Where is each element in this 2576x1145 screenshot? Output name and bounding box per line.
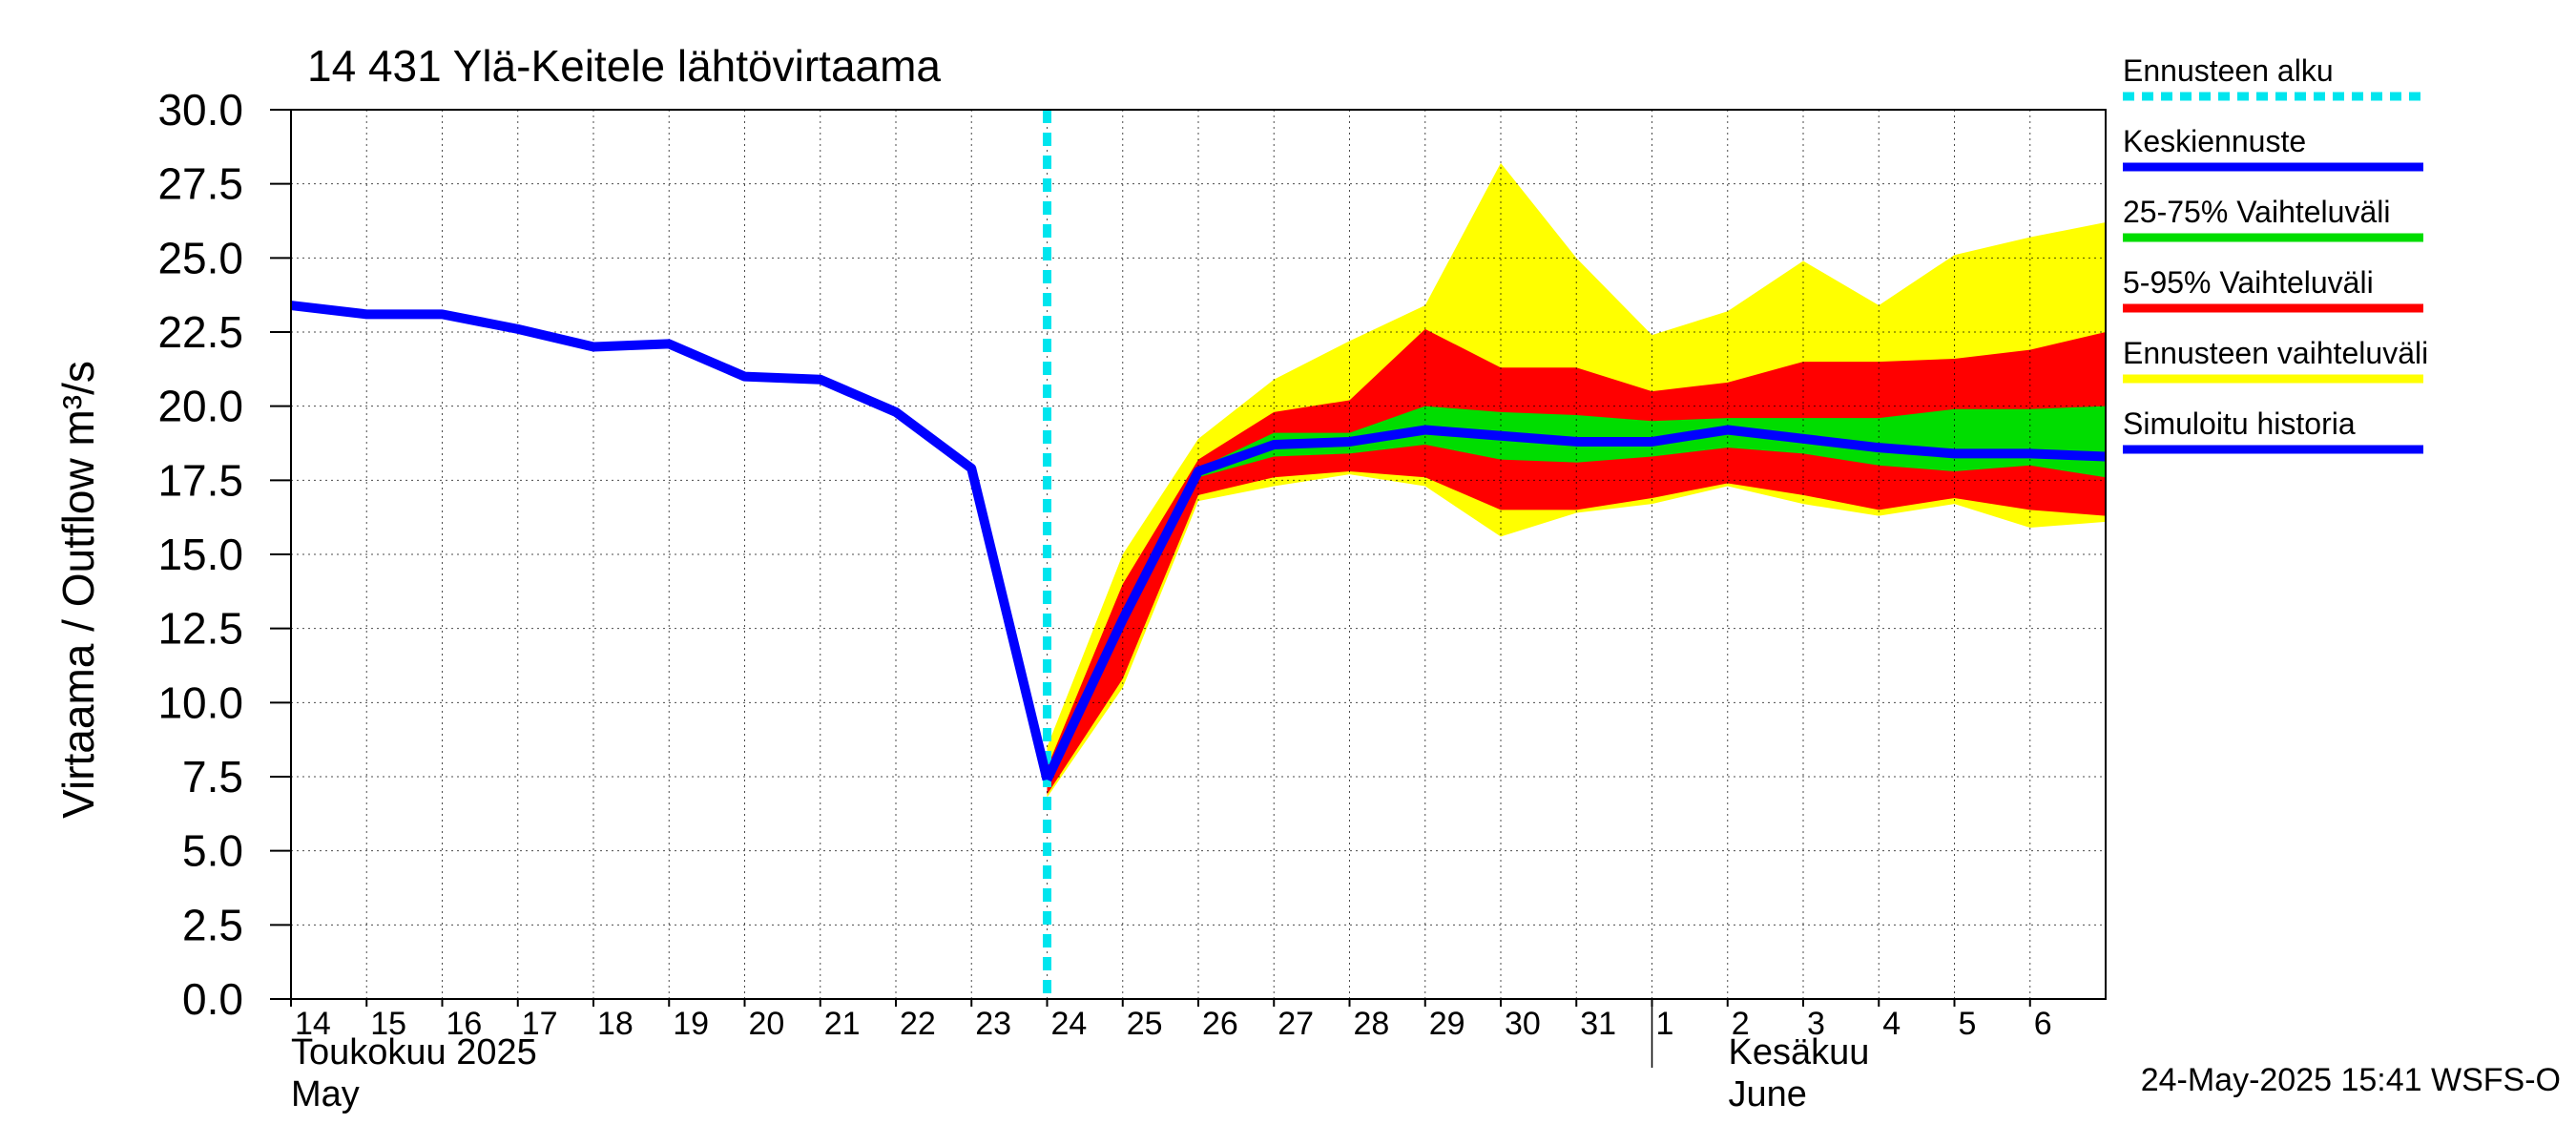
history-line bbox=[290, 301, 1052, 781]
axes: 0.0 2.5 5.0 7.5 10.0 12.5 15.0 17.5 20.0 22.5 25.0… bbox=[157, 85, 2051, 1114]
month-label-en: May bbox=[291, 1074, 360, 1114]
x-tick-label: 5 bbox=[1959, 1006, 1977, 1042]
x-tick-label: 18 bbox=[597, 1006, 634, 1042]
band-25-75-vaihteluv-li bbox=[1047, 406, 2106, 783]
band-5-95-vaihteluv-li bbox=[1047, 328, 2106, 795]
legend-label: Ennusteen alku bbox=[2123, 53, 2334, 88]
legend-label: 5-95% Vaihteluväli bbox=[2123, 265, 2374, 300]
y-tick-label: 10.0 bbox=[157, 677, 243, 727]
x-tick-label: 29 bbox=[1429, 1006, 1465, 1042]
legend: Ennusteen alku Keskiennuste 25-75% Vaihtel… bbox=[2123, 53, 2428, 454]
x-tick-label: 2 bbox=[1732, 1006, 1750, 1042]
x-tick-label: 21 bbox=[824, 1006, 861, 1042]
x-tick-label: 22 bbox=[900, 1006, 936, 1042]
legend-label: 25-75% Vaihteluväli bbox=[2123, 195, 2390, 229]
legend-label: Ennusteen vaihteluväli bbox=[2123, 336, 2428, 370]
x-tick-label: 3 bbox=[1807, 1006, 1825, 1042]
y-tick-label: 12.5 bbox=[157, 604, 243, 654]
x-tick-label: 15 bbox=[370, 1006, 406, 1042]
legend-label: Simuloitu historia bbox=[2123, 406, 2356, 441]
x-tick-label: 25 bbox=[1127, 1006, 1163, 1042]
y-tick-label: 25.0 bbox=[157, 233, 243, 282]
y-tick-label: 30.0 bbox=[157, 85, 243, 135]
x-tick-label: 4 bbox=[1882, 1006, 1901, 1042]
y-tick-label: 0.0 bbox=[182, 974, 243, 1024]
x-tick-label: 16 bbox=[447, 1006, 483, 1042]
month-label-fi: Kesäkuu bbox=[1729, 1032, 1870, 1072]
x-tick-label: 28 bbox=[1354, 1006, 1390, 1042]
series-lines bbox=[290, 110, 2107, 999]
x-tick-label: 17 bbox=[522, 1006, 558, 1042]
y-tick-label: 22.5 bbox=[157, 307, 243, 357]
x-tick-label: 14 bbox=[295, 1006, 331, 1042]
y-tick-label: 2.5 bbox=[182, 900, 243, 949]
month-label-en: June bbox=[1729, 1074, 1807, 1114]
grid bbox=[291, 110, 2106, 999]
y-axis-title: Virtaama / Outflow m³/s bbox=[53, 361, 103, 819]
y-tick-label: 27.5 bbox=[157, 159, 243, 209]
x-tick-label: 20 bbox=[749, 1006, 785, 1042]
x-tick-label: 6 bbox=[2034, 1006, 2052, 1042]
median-forecast-line bbox=[1042, 425, 2107, 782]
y-tick-label: 7.5 bbox=[182, 752, 243, 802]
y-tick-label: 20.0 bbox=[157, 382, 243, 431]
y-tick-label: 15.0 bbox=[157, 530, 243, 579]
x-tick-label: 31 bbox=[1580, 1006, 1616, 1042]
x-tick-label: 26 bbox=[1202, 1006, 1238, 1042]
chart-title: 14 431 Ylä-Keitele lähtövirtaama bbox=[307, 41, 941, 91]
x-tick-label: 27 bbox=[1278, 1006, 1314, 1042]
timestamp-footer: 24-May-2025 15:41 WSFS-O bbox=[2141, 1062, 2561, 1098]
month-label-fi: Toukokuu 2025 bbox=[291, 1032, 537, 1072]
legend-label: Keskiennuste bbox=[2123, 124, 2306, 158]
x-tick-label: 24 bbox=[1051, 1006, 1088, 1042]
y-tick-label: 17.5 bbox=[157, 455, 243, 505]
x-tick-label: 1 bbox=[1656, 1006, 1674, 1042]
x-tick-label: 30 bbox=[1505, 1006, 1541, 1042]
x-tick-label: 23 bbox=[975, 1006, 1011, 1042]
y-tick-label: 5.0 bbox=[182, 826, 243, 876]
x-tick-label: 19 bbox=[673, 1006, 709, 1042]
